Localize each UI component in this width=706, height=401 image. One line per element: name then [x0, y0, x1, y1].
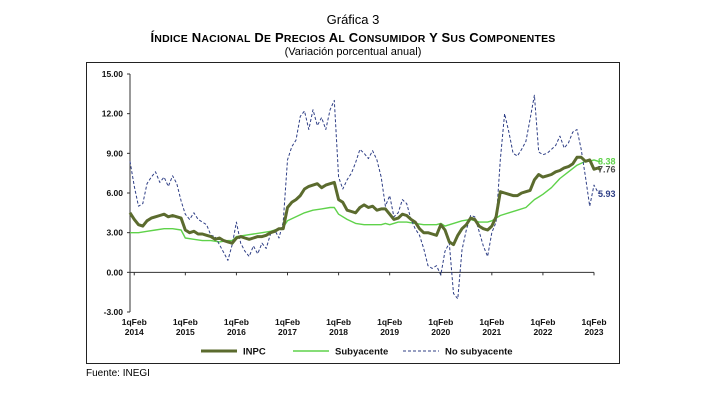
y-tick-label: 3.00 — [106, 228, 123, 238]
x-tick-label: 1qFeb 2019 — [377, 317, 402, 337]
y-tick-label: 12.00 — [102, 109, 124, 119]
x-tick-label: 1qFeb 2016 — [224, 317, 249, 337]
series-line-subyacente — [130, 159, 601, 243]
legend-label: No subyacente — [445, 347, 513, 358]
x-tick-label: 1qFeb 2018 — [326, 317, 351, 337]
y-tick-label: 9.00 — [106, 148, 123, 158]
x-tick-label: 1qFeb 2015 — [173, 317, 198, 337]
y-tick-label: 0.00 — [106, 267, 123, 277]
legend-label: INPC — [243, 347, 266, 358]
series-line-no-subyacente — [129, 94, 601, 300]
x-tick-label: 1qFeb 2021 — [479, 317, 504, 337]
source-note: Fuente: INEGI — [86, 368, 150, 379]
chart-title: ÍNDICE NACIONAL DE PRECIOS AL CONSUMIDOR… — [150, 30, 556, 45]
end-value-label: 8.38 — [598, 157, 616, 167]
figure-label: Gráfica 3 — [326, 12, 380, 27]
x-tick-label: 1qFeb 2022 — [530, 317, 555, 337]
series-line-inpc — [128, 155, 602, 247]
x-tick-label: 1qFeb 2017 — [275, 317, 300, 337]
x-tick-label: 1qFeb 2020 — [428, 317, 453, 337]
y-tick-label: -3.00 — [104, 307, 124, 317]
chart-subtitle: (Variación porcentual anual) — [284, 46, 422, 58]
end-value-label: 5.93 — [598, 189, 616, 199]
chart-frame: 15.00 12.00 9.00 6.00 3.00 0.00 -3.00 1qFeb 2014… — [86, 62, 620, 364]
end-value-label: 7.76 — [598, 165, 616, 175]
x-tick-label: 1qFeb 2023 — [581, 317, 606, 337]
y-tick-label: 15.00 — [102, 69, 124, 79]
y-tick-label: 6.00 — [106, 188, 123, 198]
legend-label: Subyacente — [335, 347, 388, 358]
x-tick-label: 1qFeb 2014 — [122, 317, 147, 337]
